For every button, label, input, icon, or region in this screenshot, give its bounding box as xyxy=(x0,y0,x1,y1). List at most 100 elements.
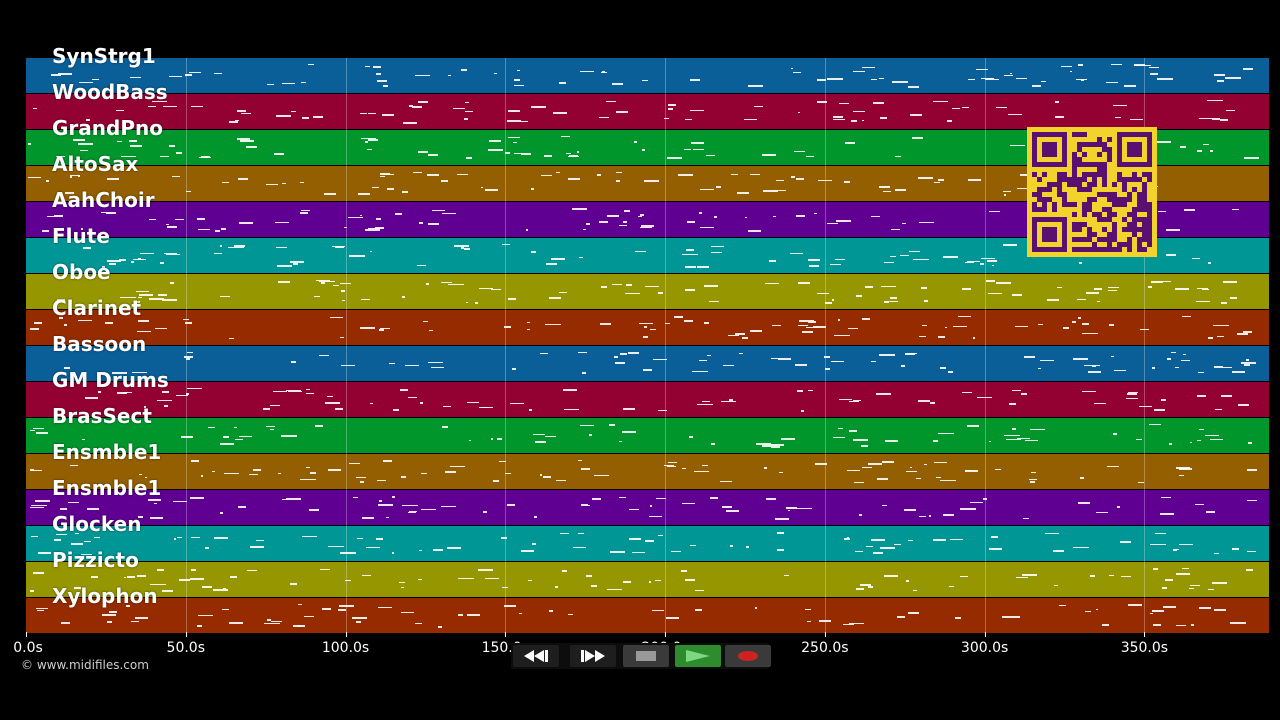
tick-label: 300.0s xyxy=(960,640,1009,656)
note-mark xyxy=(623,221,628,224)
note-mark xyxy=(520,152,532,155)
note-mark xyxy=(1003,190,1011,192)
play-button[interactable] xyxy=(675,645,721,667)
note-mark xyxy=(514,85,517,87)
note-mark xyxy=(543,476,552,479)
track-lane[interactable] xyxy=(26,382,1269,417)
note-mark xyxy=(467,401,479,403)
note-mark xyxy=(418,101,429,104)
note-mark xyxy=(380,172,390,175)
time-gridline xyxy=(984,58,986,632)
note-mark xyxy=(866,546,873,548)
track-lane[interactable] xyxy=(26,598,1269,633)
note-mark xyxy=(327,396,333,398)
note-mark xyxy=(402,191,409,194)
track-label: AahChoir xyxy=(52,188,155,212)
note-mark xyxy=(213,252,223,254)
note-mark xyxy=(764,282,780,284)
note-mark xyxy=(520,549,534,552)
note-mark xyxy=(833,119,845,121)
note-mark xyxy=(807,620,811,622)
note-mark xyxy=(726,510,740,513)
note-mark xyxy=(139,293,154,296)
note-mark xyxy=(34,499,50,502)
note-mark xyxy=(1166,253,1176,256)
rewind-button[interactable] xyxy=(513,645,559,667)
note-mark xyxy=(627,352,640,355)
note-mark xyxy=(649,504,652,507)
note-mark xyxy=(947,119,952,122)
note-mark xyxy=(796,507,813,509)
note-mark xyxy=(281,83,296,85)
note-mark xyxy=(666,157,683,160)
track-lane[interactable] xyxy=(26,418,1269,453)
note-mark xyxy=(559,82,566,85)
track-lane[interactable] xyxy=(26,454,1269,489)
note-mark xyxy=(300,181,304,183)
note-mark xyxy=(344,226,347,228)
time-gridline xyxy=(505,58,507,632)
tick-mark xyxy=(824,632,826,637)
note-mark xyxy=(572,547,586,549)
note-mark xyxy=(951,107,961,109)
note-mark xyxy=(332,284,340,286)
track-lane[interactable] xyxy=(26,346,1269,381)
note-mark xyxy=(1220,394,1233,397)
note-mark xyxy=(640,214,645,217)
track-lane[interactable] xyxy=(26,562,1269,597)
note-mark xyxy=(976,68,989,70)
note-mark xyxy=(1120,540,1131,543)
track-lane[interactable] xyxy=(26,490,1269,525)
piano-roll[interactable] xyxy=(26,58,1269,633)
note-mark xyxy=(107,177,120,180)
note-mark xyxy=(776,180,785,182)
note-mark xyxy=(1134,64,1146,66)
note-mark xyxy=(1111,64,1122,66)
note-mark xyxy=(341,365,356,367)
note-mark xyxy=(1205,434,1220,436)
note-mark xyxy=(551,257,566,260)
note-mark xyxy=(82,439,85,441)
note-mark xyxy=(86,508,99,511)
track-lane[interactable] xyxy=(26,94,1269,129)
note-mark xyxy=(664,117,669,119)
note-mark xyxy=(1031,84,1042,87)
record-button[interactable] xyxy=(725,645,771,667)
track-lane[interactable] xyxy=(26,58,1269,93)
fast-forward-button[interactable] xyxy=(570,645,616,667)
note-mark xyxy=(305,466,311,468)
note-mark xyxy=(1216,336,1224,338)
track-lane[interactable] xyxy=(26,526,1269,561)
note-mark xyxy=(178,578,191,581)
note-mark xyxy=(1003,193,1006,196)
note-mark xyxy=(561,569,567,572)
note-mark xyxy=(328,546,345,548)
note-mark xyxy=(334,246,345,249)
note-mark xyxy=(644,539,654,542)
note-mark xyxy=(607,588,622,590)
track-label: Xylophon xyxy=(52,584,158,608)
note-mark xyxy=(287,390,303,392)
note-mark xyxy=(619,441,622,443)
note-mark xyxy=(911,137,923,140)
stop-button[interactable] xyxy=(623,645,669,667)
note-mark xyxy=(949,585,955,587)
note-mark xyxy=(237,178,248,181)
note-mark xyxy=(1201,288,1210,290)
note-mark xyxy=(880,116,887,119)
note-mark xyxy=(880,546,895,549)
note-mark xyxy=(790,252,803,254)
note-mark xyxy=(964,262,974,264)
track-lane[interactable] xyxy=(26,310,1269,345)
note-mark xyxy=(189,71,201,73)
note-mark xyxy=(697,404,713,406)
track-lane[interactable] xyxy=(26,274,1269,309)
note-mark xyxy=(1029,428,1045,430)
note-mark xyxy=(907,540,913,542)
note-mark xyxy=(953,326,967,328)
note-mark xyxy=(277,280,290,283)
note-mark xyxy=(478,407,489,409)
note-mark xyxy=(831,299,835,302)
note-mark xyxy=(300,81,307,83)
note-mark xyxy=(101,265,105,268)
